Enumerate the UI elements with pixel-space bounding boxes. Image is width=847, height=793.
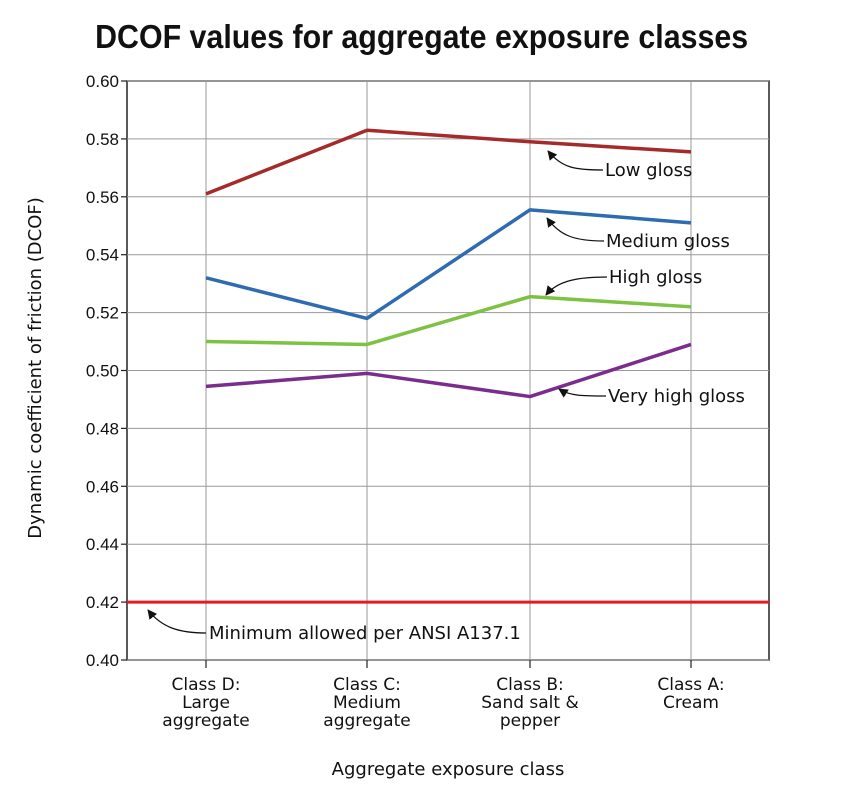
series-label: Minimum allowed per ANSI A137.1 xyxy=(209,623,521,644)
y-tick-label: 0.50 xyxy=(86,362,119,381)
series-label: Low gloss xyxy=(605,160,692,181)
y-tick-label: 0.44 xyxy=(86,535,119,554)
y-tick-label: 0.40 xyxy=(86,651,119,670)
callout-arrow xyxy=(547,150,604,171)
callout-arrow xyxy=(147,609,207,634)
series-line-low-gloss xyxy=(205,128,692,196)
series-line-medium-gloss xyxy=(205,208,692,321)
y-tick-label: 0.48 xyxy=(86,419,119,438)
x-tick-label: Class D: Large aggregate xyxy=(162,675,249,731)
series-label: Medium gloss xyxy=(606,231,730,252)
y-axis-label: Dynamic coefficient of friction (DCOF) xyxy=(25,197,46,539)
callout-arrow xyxy=(545,276,608,296)
callout-arrow xyxy=(546,217,605,242)
y-tick-label: 0.56 xyxy=(86,188,119,207)
x-tick-label: Class B: Sand salt & pepper xyxy=(481,675,579,731)
series-label: High gloss xyxy=(609,267,702,288)
y-tick-label: 0.46 xyxy=(86,477,119,496)
x-tick-label: Class A: Cream xyxy=(657,675,724,713)
series-label: Very high gloss xyxy=(608,386,745,407)
chart-title: DCOF values for aggregate exposure class… xyxy=(95,18,749,55)
series-line-very-high-gloss xyxy=(205,342,692,399)
y-tick-label: 0.60 xyxy=(86,72,119,91)
y-tick-label: 0.42 xyxy=(86,593,119,612)
callout-arrow xyxy=(558,388,607,398)
x-tick-label: Class C: Medium aggregate xyxy=(323,675,410,731)
y-tick-label: 0.52 xyxy=(86,304,119,323)
y-tick-label: 0.58 xyxy=(86,130,119,149)
x-axis-label: Aggregate exposure class xyxy=(332,759,565,780)
y-tick-label: 0.54 xyxy=(86,246,119,265)
series-line-high-gloss xyxy=(205,294,692,347)
